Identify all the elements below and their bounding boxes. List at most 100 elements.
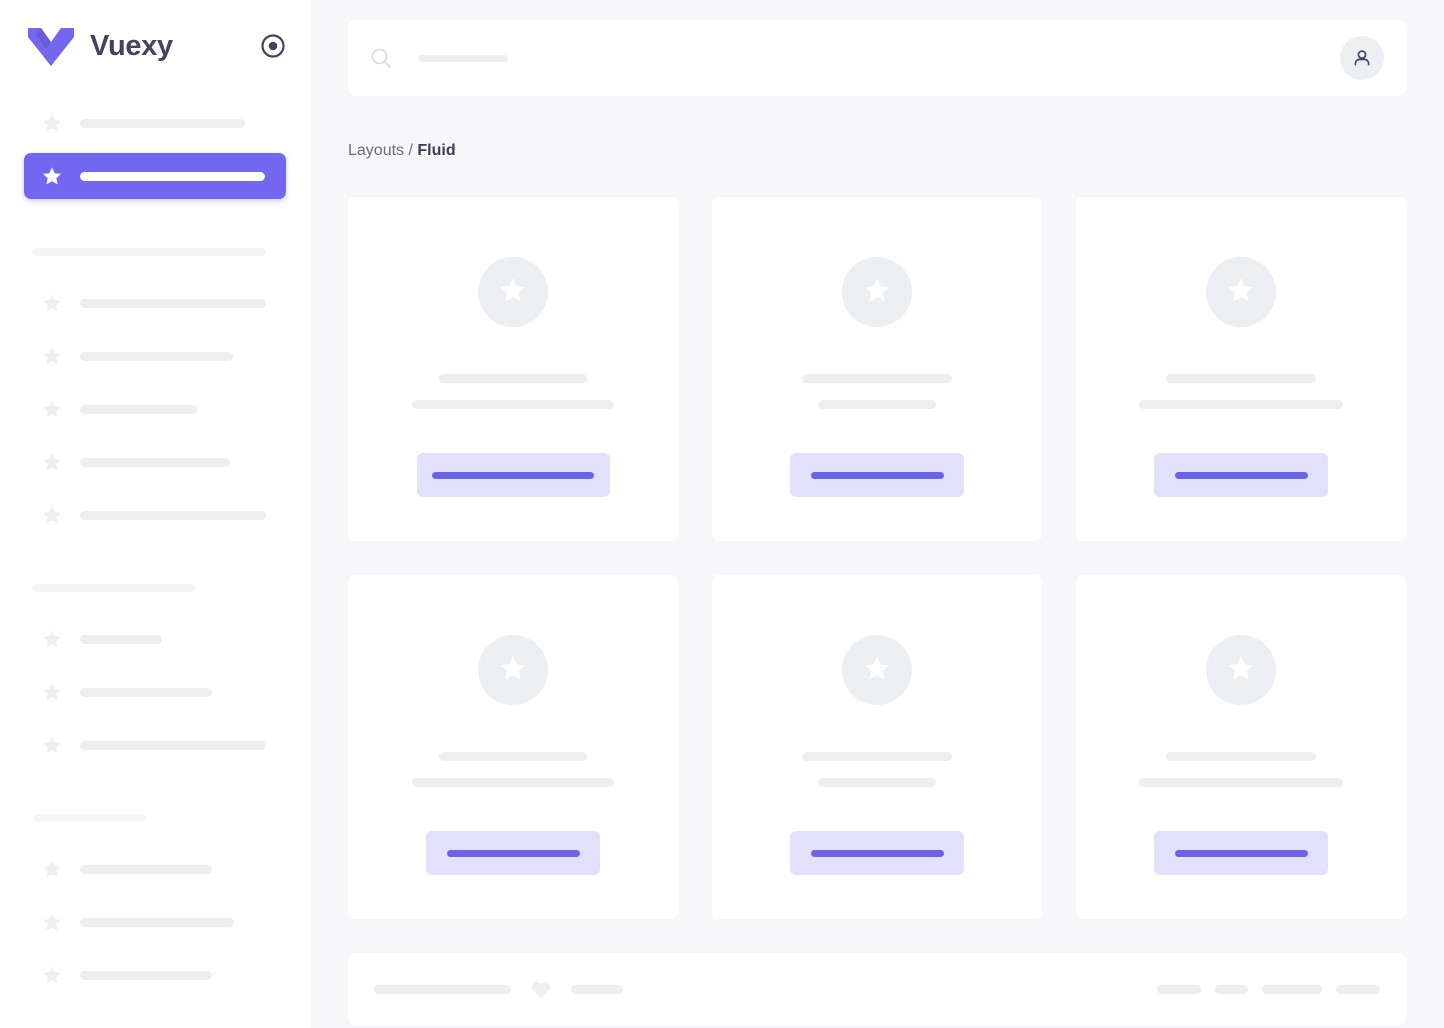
star-icon (1226, 275, 1256, 310)
card-action-button-label (1174, 849, 1308, 857)
card-action-button[interactable] (426, 831, 600, 875)
sidebar: Vuexy (0, 0, 310, 1028)
card-action-button[interactable] (1154, 831, 1328, 875)
card-subtitle-skeleton (818, 400, 936, 409)
star-icon (498, 653, 528, 688)
card-action-button-label (1174, 471, 1308, 479)
search-input[interactable] (418, 54, 508, 62)
top-navbar (348, 20, 1406, 96)
star-icon (862, 275, 892, 310)
footer-link-skeleton[interactable] (1215, 984, 1248, 994)
sidebar-item-label (80, 634, 162, 644)
card-action-button[interactable] (1154, 453, 1328, 497)
sidebar-item[interactable] (24, 492, 286, 538)
sidebar-item[interactable] (24, 333, 286, 379)
sidebar-item-label (80, 740, 266, 750)
sidebar-item[interactable] (24, 899, 286, 945)
card-subtitle-skeleton (412, 400, 614, 409)
sidebar-item-label (80, 457, 230, 467)
sidebar-item[interactable] (24, 616, 286, 662)
star-icon (41, 628, 63, 650)
card-avatar (478, 257, 548, 327)
content-card[interactable] (1076, 197, 1406, 541)
sidebar-item-label (80, 118, 245, 128)
sidebar-item-label (80, 510, 266, 520)
star-icon (41, 504, 63, 526)
sidebar-item[interactable] (24, 846, 286, 892)
footer-link-skeleton[interactable] (1336, 984, 1380, 994)
main-content: Layouts / Fluid (310, 0, 1444, 1028)
sidebar-item-active[interactable] (24, 153, 286, 199)
footer-left-skeleton (374, 984, 511, 994)
sidebar-item[interactable] (24, 669, 286, 715)
card-subtitle-skeleton (412, 778, 614, 787)
star-icon (41, 112, 63, 134)
card-title-skeleton (802, 752, 952, 761)
breadcrumb-separator: / (408, 142, 413, 159)
card-avatar (842, 257, 912, 327)
sidebar-item[interactable] (24, 952, 286, 998)
sidebar-nav (0, 92, 310, 998)
card-title-skeleton (439, 374, 587, 383)
sidebar-item[interactable] (24, 439, 286, 485)
content-card[interactable] (712, 197, 1042, 541)
brand-name: Vuexy (90, 29, 173, 62)
sidebar-item-label (80, 864, 212, 874)
sidebar-brand[interactable]: Vuexy (0, 0, 310, 92)
card-action-button-label (446, 849, 580, 857)
sidebar-item[interactable] (24, 280, 286, 326)
card-avatar (1206, 635, 1276, 705)
avatar[interactable] (1340, 36, 1384, 80)
footer-links (1157, 984, 1380, 994)
sidebar-item[interactable] (24, 100, 286, 146)
star-icon (862, 653, 892, 688)
card-action-button[interactable] (416, 453, 610, 497)
star-icon (41, 345, 63, 367)
card-action-button[interactable] (790, 453, 964, 497)
content-card[interactable] (712, 575, 1042, 919)
content-card[interactable] (348, 575, 678, 919)
card-title-skeleton (802, 374, 952, 383)
card-subtitle-skeleton (1139, 400, 1343, 409)
sidebar-item[interactable] (24, 386, 286, 432)
footer-bar (348, 953, 1406, 1025)
sidebar-item[interactable] (24, 722, 286, 768)
card-title-skeleton (439, 752, 587, 761)
card-action-button[interactable] (790, 831, 964, 875)
breadcrumb-parent[interactable]: Layouts (348, 142, 405, 159)
star-icon (41, 681, 63, 703)
sidebar-item-label (80, 970, 212, 980)
card-avatar (842, 635, 912, 705)
sidebar-section-divider (33, 584, 196, 592)
heart-icon[interactable] (529, 977, 553, 1001)
sidebar-section-divider (33, 248, 266, 256)
star-icon (41, 858, 63, 880)
search-icon[interactable] (370, 47, 392, 69)
sidebar-item-label (80, 351, 233, 361)
star-icon (1226, 653, 1256, 688)
breadcrumb-current: Fluid (417, 142, 456, 159)
breadcrumb: Layouts / Fluid (348, 142, 456, 160)
card-avatar (1206, 257, 1276, 327)
sidebar-item-label (80, 917, 234, 927)
footer-link-skeleton[interactable] (1262, 984, 1322, 994)
card-action-button-label (810, 849, 944, 857)
card-grid (348, 197, 1406, 919)
star-icon (41, 451, 63, 473)
content-card[interactable] (348, 197, 678, 541)
content-card[interactable] (1076, 575, 1406, 919)
card-title-skeleton (1166, 752, 1316, 761)
star-icon (498, 275, 528, 310)
circle-dot-icon[interactable] (260, 33, 286, 59)
star-icon (41, 734, 63, 756)
star-icon (41, 398, 63, 420)
sidebar-item-label (80, 687, 212, 697)
footer-heart-skeleton (571, 984, 623, 994)
card-subtitle-skeleton (1139, 778, 1343, 787)
footer-link-skeleton[interactable] (1157, 984, 1201, 994)
card-action-button-label (810, 471, 944, 479)
card-action-button-label (432, 471, 594, 479)
card-title-skeleton (1166, 374, 1316, 383)
star-icon (41, 964, 63, 986)
star-icon (41, 292, 63, 314)
